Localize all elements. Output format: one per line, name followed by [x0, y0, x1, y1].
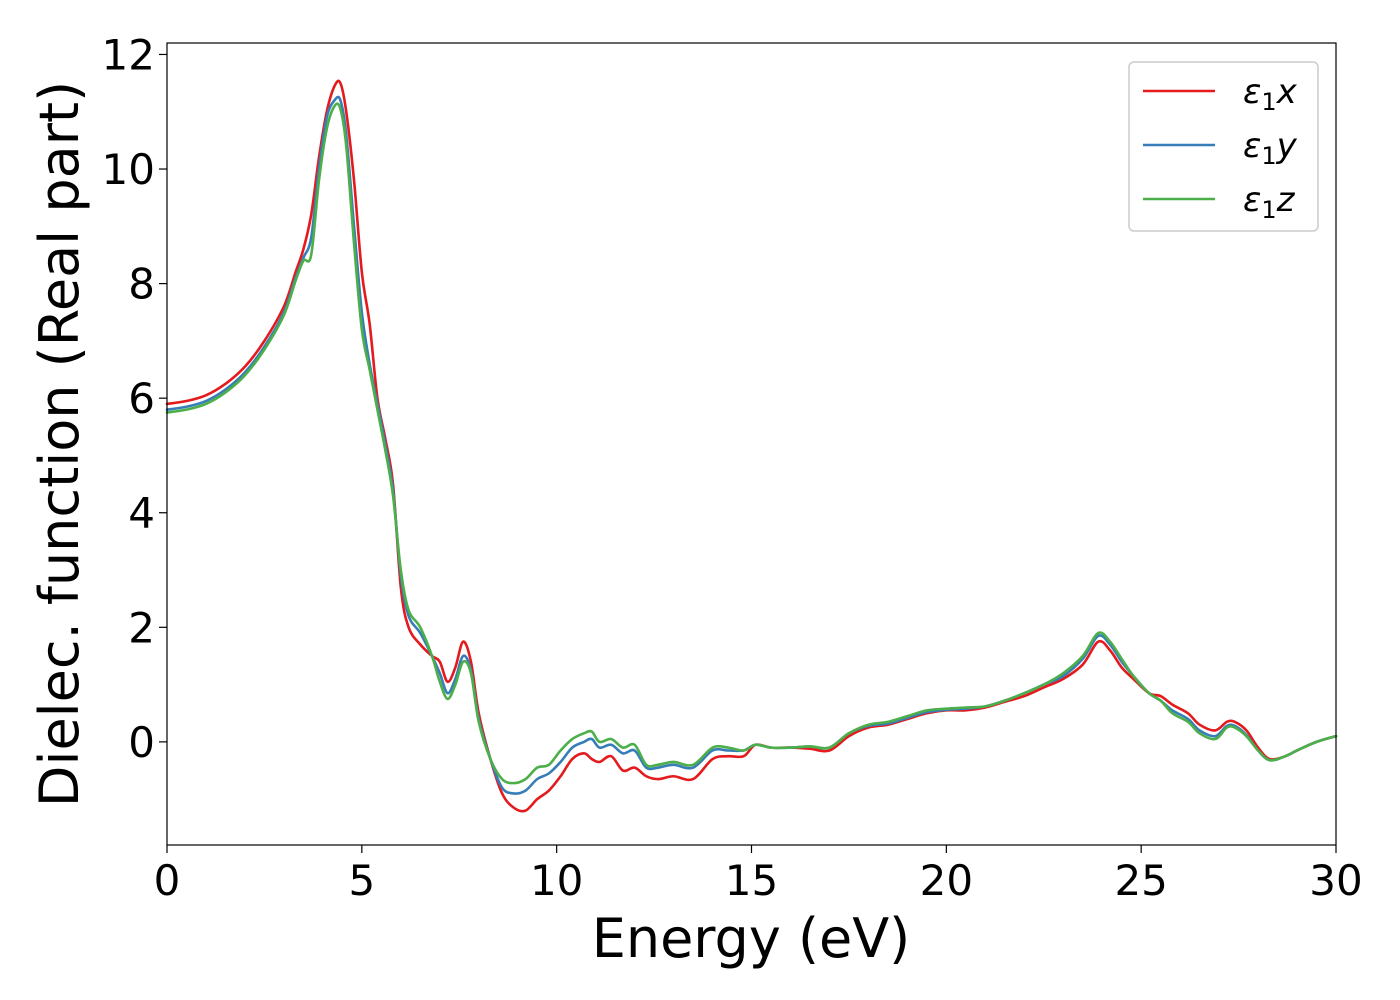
series-line-z — [165, 102, 1338, 785]
y-tick-label: 8 — [128, 260, 155, 309]
legend: ε1x ε1y ε1z — [1128, 61, 1319, 232]
legend-label-z: ε1z — [1243, 180, 1296, 224]
x-tick-label: 25 — [1114, 856, 1167, 905]
y-tick-label: 0 — [128, 718, 155, 767]
legend-label-y: ε1y — [1243, 126, 1298, 170]
y-axis-ticks: 0 2 4 6 8 10 12 — [102, 30, 167, 767]
y-axis-label: Dielec. function (Real part) — [28, 81, 91, 807]
x-tick-label: 15 — [725, 856, 778, 905]
series-layer — [165, 79, 1338, 813]
y-tick-label: 2 — [128, 603, 155, 652]
y-tick-label: 4 — [128, 489, 155, 538]
legend-label-x: ε1x — [1243, 72, 1298, 116]
x-axis-label: Energy (eV) — [592, 907, 911, 970]
x-tick-label: 30 — [1309, 856, 1362, 905]
x-tick-label: 5 — [348, 856, 375, 905]
x-tick-label: 20 — [920, 856, 973, 905]
y-tick-label: 12 — [102, 30, 155, 79]
x-axis-ticks: 0 5 10 15 20 25 30 — [154, 845, 1363, 905]
y-tick-label: 6 — [128, 374, 155, 423]
legend-box — [1128, 61, 1319, 232]
series-line-x — [165, 79, 1338, 813]
x-tick-label: 10 — [530, 856, 583, 905]
x-tick-label: 0 — [154, 856, 181, 905]
y-tick-label: 10 — [102, 145, 155, 194]
